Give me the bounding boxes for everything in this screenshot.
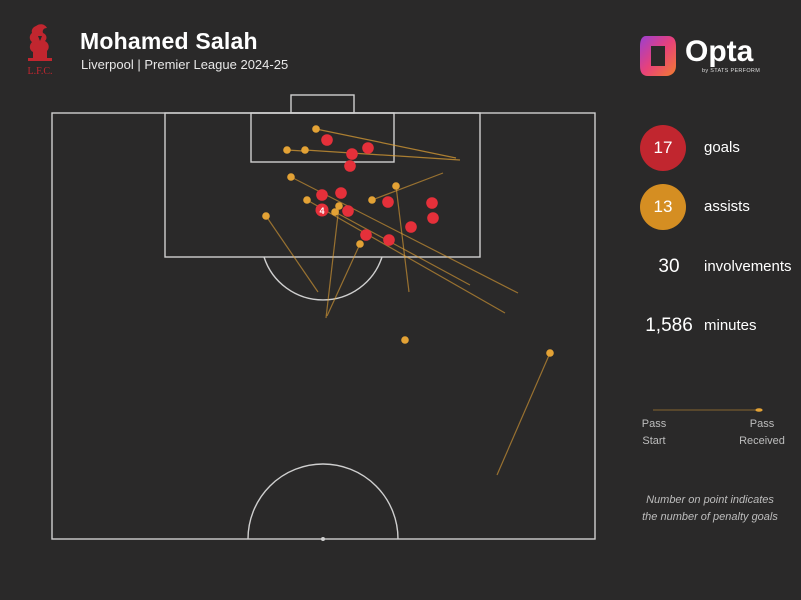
- goal-point: [346, 148, 358, 160]
- penalty-goal-point: [315, 203, 329, 217]
- goal-points: [315, 134, 439, 246]
- assist-point: [262, 212, 270, 220]
- assist-point: [356, 240, 364, 248]
- penalty-goals-label: 4: [319, 206, 324, 216]
- assist-point: [546, 349, 554, 357]
- team-competition: Liverpool | Premier League 2024-25: [81, 57, 289, 72]
- liverpool-crest-icon: L.F.C.: [27, 24, 53, 77]
- opta-logo: Opta by STATS PERFORM: [638, 34, 788, 82]
- goal-point: [360, 229, 372, 241]
- penalty-note: Number on point indicates the number of …: [630, 492, 790, 526]
- assist-point: [283, 146, 291, 154]
- minutes-count: 1,586: [645, 315, 693, 336]
- minutes-label: minutes: [704, 317, 757, 334]
- assist-line: [265, 215, 319, 293]
- assist-line: [315, 128, 457, 159]
- assists-count: 13: [640, 184, 686, 230]
- assist-line: [306, 199, 506, 314]
- involvements-label: involvements: [704, 258, 792, 275]
- assist-line: [371, 172, 444, 201]
- penalty-arc: [263, 256, 383, 301]
- assist-point: [401, 336, 409, 344]
- pass-start-legend: Pass Start: [632, 416, 676, 450]
- goal-point: [383, 234, 395, 246]
- goal-point: [316, 189, 328, 201]
- assist-point: [303, 196, 311, 204]
- legend-start-word1: Pass: [641, 418, 667, 430]
- note-line-1: Number on point indicates: [646, 494, 774, 506]
- goal-point: [335, 187, 347, 199]
- goal-point: [382, 196, 394, 208]
- assist-line: [326, 243, 361, 317]
- assist-point: [331, 208, 339, 216]
- legend-start-word2: Start: [642, 435, 666, 447]
- goal-point: [426, 197, 438, 209]
- assist-point: [392, 182, 400, 190]
- assist-lines: [265, 128, 551, 476]
- pitch-boundary: [51, 112, 596, 540]
- assist-point: [301, 146, 309, 154]
- goal-point: [344, 160, 356, 172]
- opta-tagline: by STATS PERFORM: [702, 68, 761, 74]
- pass-legend-line: [653, 408, 763, 412]
- legend-end-word1: Pass: [749, 418, 775, 430]
- involvements-count: 30: [658, 256, 680, 277]
- assist-line: [395, 185, 410, 293]
- assist-point: [312, 125, 320, 133]
- goal-point: [321, 134, 333, 146]
- assists-label: assists: [704, 198, 750, 215]
- note-line-2: the number of penalty goals: [642, 511, 778, 523]
- penalty-area: [164, 112, 481, 258]
- centre-spot: [321, 537, 325, 541]
- assist-line: [496, 352, 551, 476]
- legend-end-word2: Received: [739, 435, 785, 447]
- assist-points: [262, 125, 554, 357]
- goal-point: [405, 221, 417, 233]
- goals-label: goals: [704, 139, 740, 156]
- assist-point: [335, 202, 343, 210]
- opta-wordmark: Opta: [685, 35, 754, 68]
- crest-text: L.F.C.: [27, 66, 52, 77]
- goal-point: [342, 205, 354, 217]
- player-name: Mohamed Salah: [80, 28, 258, 54]
- goals-count: 17: [640, 125, 686, 171]
- goal-point: [362, 142, 374, 154]
- assist-line: [334, 211, 471, 286]
- assist-line: [325, 205, 340, 319]
- assist-point: [287, 173, 295, 181]
- opta-mark-icon: [640, 36, 676, 76]
- pass-received-legend: Pass Received: [732, 416, 792, 450]
- assist-line: [290, 176, 519, 294]
- goal: [290, 94, 355, 114]
- assist-line: [304, 149, 461, 161]
- assist-point: [368, 196, 376, 204]
- centre-circle: [247, 463, 399, 540]
- goal-point: [427, 212, 439, 224]
